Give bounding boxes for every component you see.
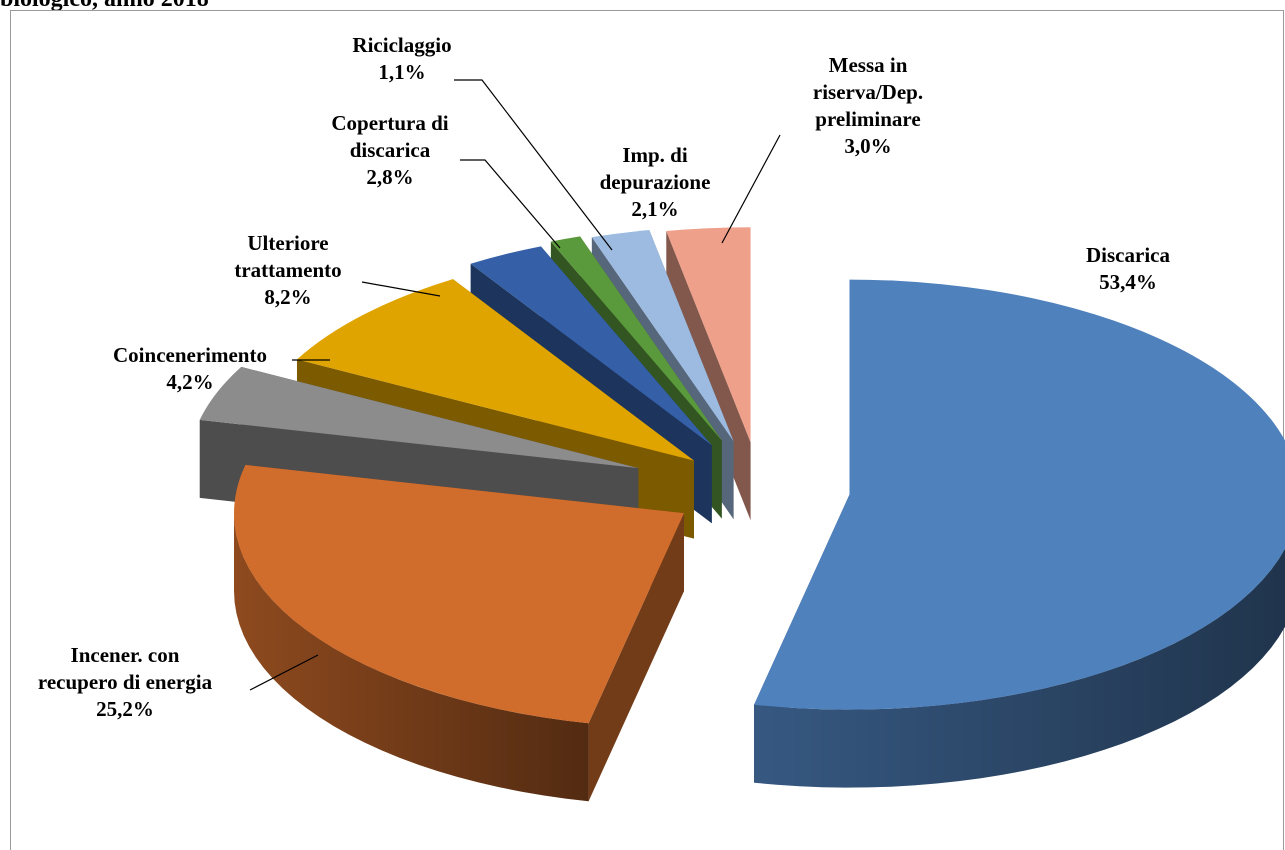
slice-label-discarica: Discarica xyxy=(1086,243,1170,267)
slice-label-coincenerimento: Coincenerimento xyxy=(113,343,267,367)
value-label-messa-in-riserva: 3,0% xyxy=(844,134,891,158)
slice-incenerimento xyxy=(234,464,685,802)
value-label-ulteriore-trattamento: 8,2% xyxy=(264,285,311,309)
slice-top xyxy=(550,236,722,441)
slice-label-ulteriore-trattamento: trattamento xyxy=(234,258,341,282)
slice-top xyxy=(591,230,734,442)
chart-frame xyxy=(10,10,1284,850)
slice-top xyxy=(754,279,1285,710)
slice-label-impianto-depurazione: Imp. di xyxy=(622,143,688,167)
slice-label-incenerimento: recupero di energia xyxy=(38,670,213,694)
slice-top xyxy=(296,279,695,461)
slice-label-riciclaggio: Riciclaggio xyxy=(352,33,451,57)
leader-line-ulteriore-trattamento xyxy=(361,281,441,297)
value-label-riciclaggio: 1,1% xyxy=(378,60,425,84)
slice-top xyxy=(470,246,712,446)
slice-wall-shading xyxy=(234,513,589,802)
slice-label-impianto-depurazione: depurazione xyxy=(600,170,711,194)
leader-line-messa-in-riserva xyxy=(721,134,781,244)
slice-discarica xyxy=(754,279,1285,788)
slice-top xyxy=(666,227,751,443)
slice-label-copertura-discarica: Copertura di xyxy=(331,111,448,135)
chart-title: biologico, anno 2018 xyxy=(0,0,209,13)
slice-label-messa-in-riserva: Messa in xyxy=(829,53,908,77)
value-label-incenerimento: 25,2% xyxy=(96,697,154,721)
slice-top xyxy=(234,464,685,724)
slice-wall-shading xyxy=(754,548,1285,788)
value-label-impianto-depurazione: 2,1% xyxy=(631,197,678,221)
leader-line-copertura-discarica xyxy=(460,159,561,249)
slice-label-messa-in-riserva: riserva/Dep. xyxy=(813,80,923,104)
value-label-coincenerimento: 4,2% xyxy=(166,370,213,394)
slice-label-copertura-discarica: discarica xyxy=(350,138,431,162)
slice-label-messa-in-riserva: preliminare xyxy=(815,107,920,131)
value-label-discarica: 53,4% xyxy=(1099,270,1157,294)
leader-line-riciclaggio xyxy=(454,79,613,251)
slice-top xyxy=(199,366,639,469)
leader-line-incenerimento xyxy=(249,654,319,691)
value-label-copertura-discarica: 2,8% xyxy=(366,165,413,189)
slice-label-ulteriore-trattamento: Ulteriore xyxy=(247,231,328,255)
slice-label-incenerimento: Incener. con xyxy=(71,643,180,667)
